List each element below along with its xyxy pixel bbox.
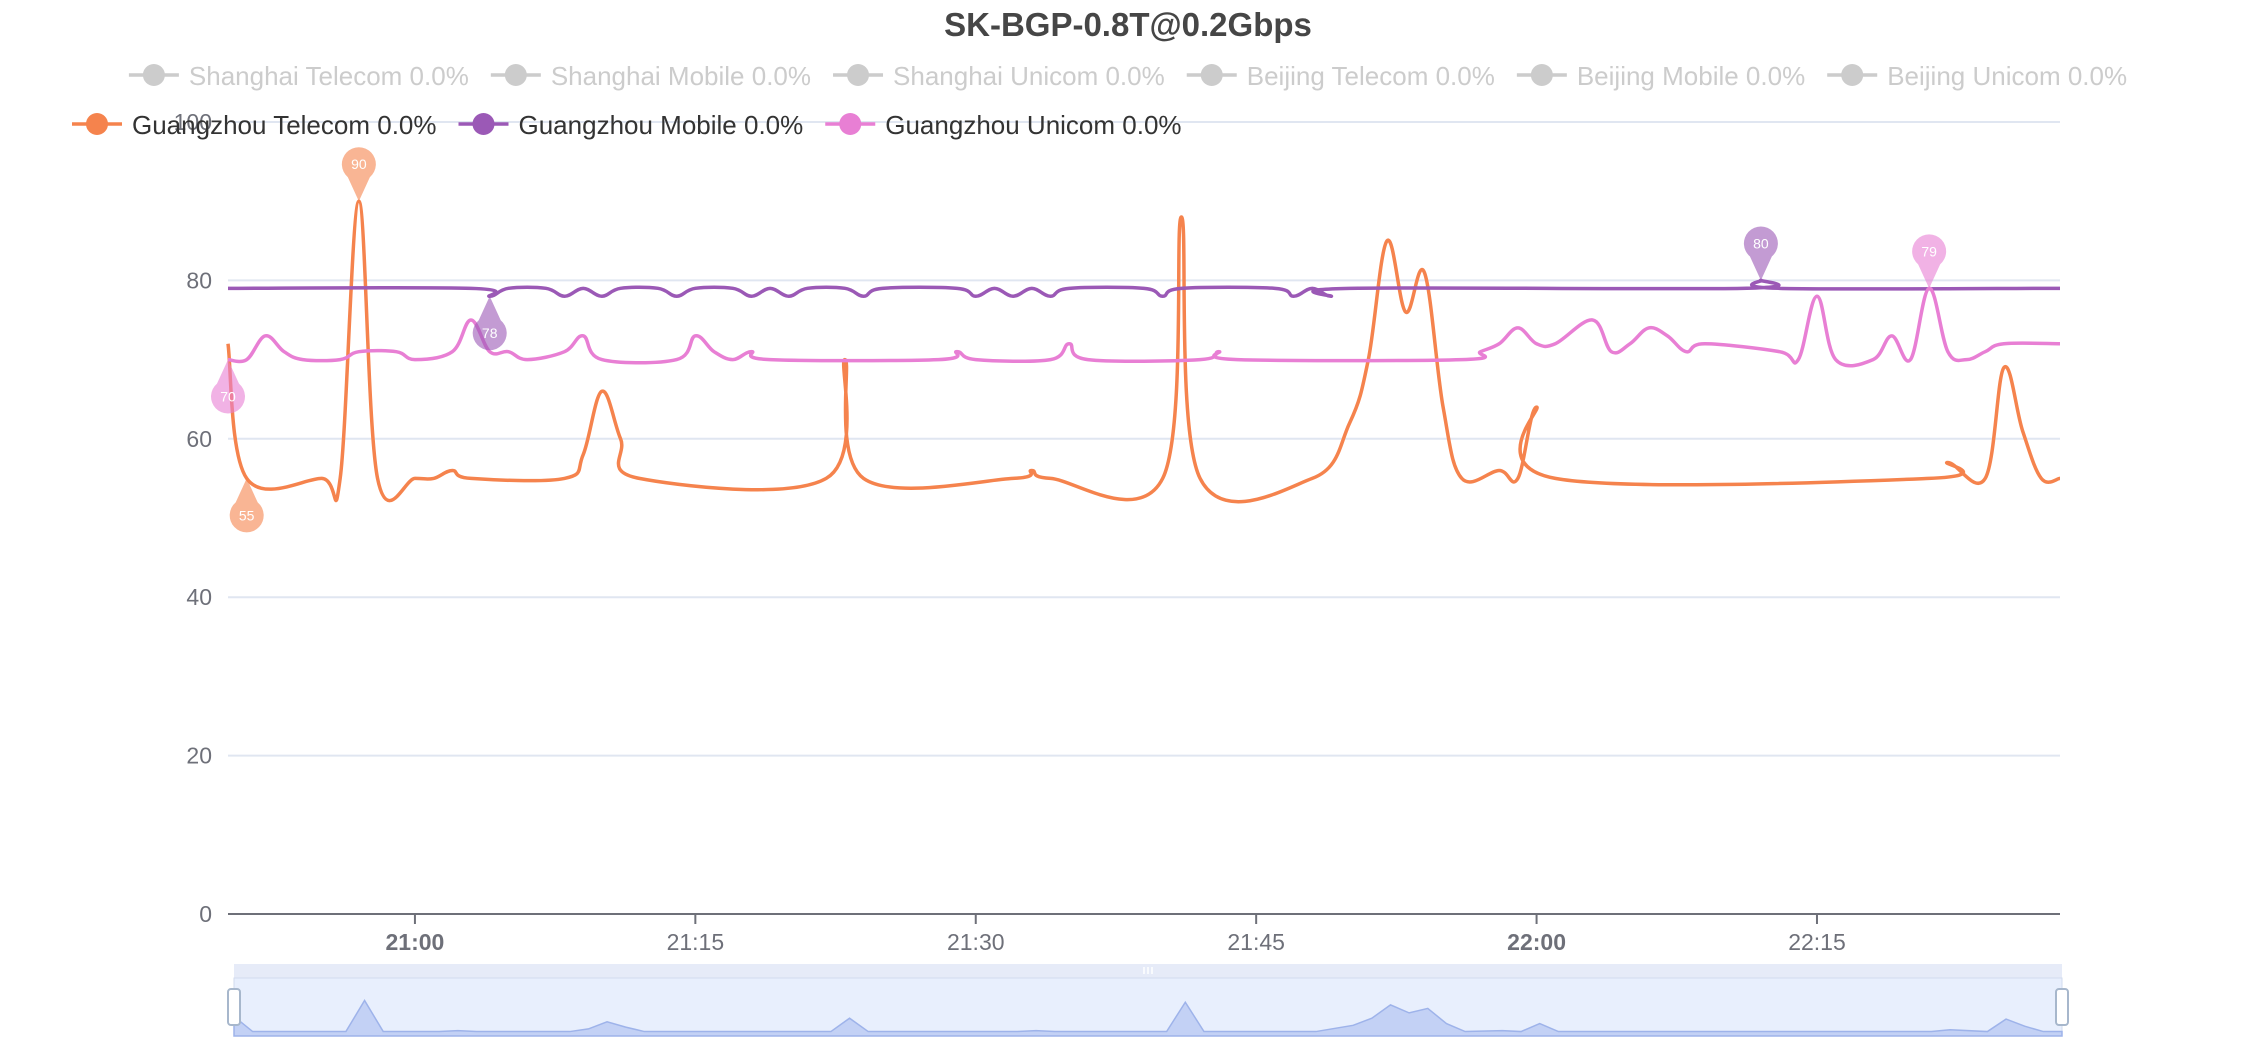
y-tick-label: 80 [186, 267, 212, 293]
legend-label: Beijing Unicom 0.0% [1887, 61, 2127, 91]
chart-title: SK-BGP-0.8T@0.2Gbps [944, 6, 1312, 43]
series [226, 199, 2061, 504]
legend-item[interactable]: Guangzhou Mobile 0.0% [458, 110, 804, 140]
legend-label: Guangzhou Unicom 0.0% [885, 110, 1181, 140]
y-tick-label: 20 [186, 743, 212, 769]
legend-item[interactable]: Shanghai Mobile 0.0% [490, 61, 811, 91]
legend-label: Guangzhou Mobile 0.0% [519, 110, 804, 140]
data-zoom[interactable] [227, 964, 2069, 1037]
legend-dot-icon [142, 64, 165, 86]
x-tick-label: 21:45 [1227, 929, 1285, 955]
legend: Shanghai Telecom 0.0% Shanghai Mobile 0.0… [72, 61, 2127, 140]
markers: 90 55 80 78 79 70 [211, 147, 1947, 533]
y-tick-label: 0 [199, 901, 212, 927]
x-tick-label: 22:15 [1788, 929, 1846, 955]
axes: 0 20 40 60 80 100 21:00 21:15 21:30 21:45 22:00 22:… [174, 109, 2060, 955]
mark-label: 55 [239, 507, 255, 523]
series-line [227, 286, 2061, 368]
x-tick-label: 21:30 [947, 929, 1005, 955]
legend-dot-icon [1841, 64, 1864, 86]
series-line [226, 199, 2061, 504]
mark-point-max: 80 [1743, 226, 1778, 281]
mark-label: 79 [1921, 243, 1937, 259]
mark-label: 90 [351, 156, 367, 172]
mark-pin [229, 478, 264, 533]
legend-item[interactable]: Beijing Unicom 0.0% [1827, 61, 2127, 91]
mark-pin [1743, 226, 1778, 281]
legend-label: Shanghai Telecom 0.0% [189, 61, 469, 91]
legend-label: Guangzhou Telecom 0.0% [132, 110, 437, 140]
legend-dot-icon [1530, 64, 1553, 86]
legend-item[interactable]: Shanghai Unicom 0.0% [833, 61, 1165, 91]
mark-pin [211, 359, 245, 414]
legend-label: Beijing Mobile 0.0% [1577, 61, 1805, 91]
zoom-preview-area [233, 998, 2063, 1037]
zoom-range-handle[interactable] [2055, 988, 2069, 1026]
legend-label: Shanghai Unicom 0.0% [893, 61, 1165, 91]
zoom-track[interactable] [233, 977, 2063, 1037]
x-tick-label: 21:00 [386, 929, 445, 955]
series-line [227, 278, 2061, 298]
x-tick-label: 22:00 [1507, 929, 1566, 955]
y-tick-label: 100 [174, 109, 212, 135]
legend-label: Shanghai Mobile 0.0% [551, 61, 811, 91]
mark-pin [341, 147, 376, 202]
grid [228, 121, 2060, 915]
mark-pin [1912, 234, 1947, 289]
legend-item[interactable]: Beijing Telecom 0.0% [1186, 61, 1495, 91]
legend-dot-icon [839, 113, 862, 135]
y-tick-label: 60 [186, 426, 212, 452]
legend-dot-icon [472, 113, 495, 135]
legend-item[interactable]: Guangzhou Unicom 0.0% [825, 110, 1182, 140]
mark-pin [472, 296, 507, 351]
legend-dot-icon [86, 113, 108, 135]
mark-label: 70 [220, 389, 236, 405]
mark-point-max: 79 [1912, 234, 1947, 289]
legend-dot-icon [1200, 64, 1223, 86]
legend-item[interactable]: Shanghai Telecom 0.0% [128, 61, 469, 91]
mark-label: 78 [482, 325, 498, 341]
mark-label: 80 [1753, 235, 1769, 251]
mark-point-max: 90 [341, 147, 376, 202]
legend-item[interactable]: Guangzhou Telecom 0.0% [72, 110, 437, 140]
legend-dot-icon [504, 64, 527, 86]
x-tick-label: 21:15 [667, 929, 725, 955]
legend-item[interactable]: Beijing Mobile 0.0% [1516, 61, 1805, 91]
mark-point-min: 70 [211, 359, 245, 414]
zoom-range-handle[interactable] [227, 988, 241, 1026]
legend-label: Beijing Telecom 0.0% [1247, 61, 1495, 91]
mark-point-min: 55 [229, 478, 264, 533]
y-tick-label: 40 [186, 584, 212, 610]
mark-point-min: 78 [472, 296, 507, 351]
legend-dot-icon [847, 64, 870, 86]
